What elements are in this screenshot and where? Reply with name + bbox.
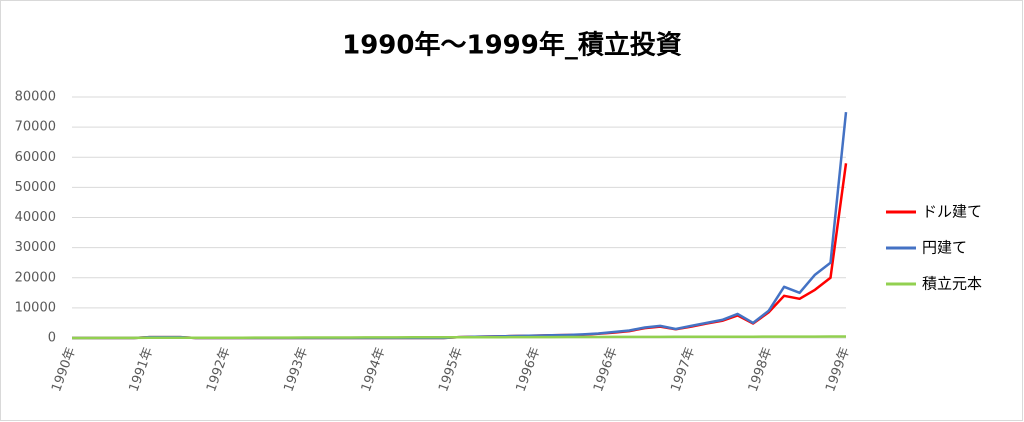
- y-tick-label: 40000: [15, 210, 56, 225]
- chart-title: 1990年～1999年_積立投資: [342, 30, 682, 61]
- y-tick-label: 10000: [15, 300, 56, 315]
- y-tick-label: 70000: [15, 120, 56, 135]
- y-tick-label: 0: [48, 331, 56, 346]
- y-tick-label: 30000: [15, 240, 56, 255]
- legend-label: 円建て: [922, 239, 967, 257]
- y-tick-label: 20000: [15, 270, 56, 285]
- y-tick-label: 60000: [15, 150, 56, 165]
- y-tick-label: 50000: [15, 180, 56, 195]
- series-line: [72, 335, 846, 340]
- legend-label: 積立元本: [922, 275, 982, 293]
- legend-label: ドル建て: [922, 203, 982, 221]
- y-tick-label: 80000: [15, 90, 56, 105]
